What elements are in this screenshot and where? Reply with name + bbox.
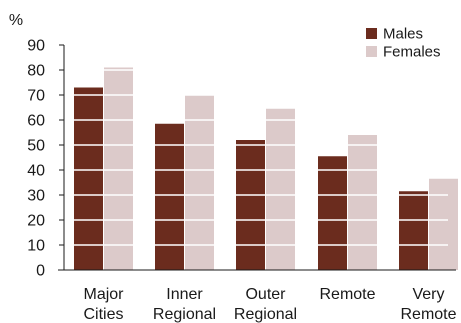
y-tick-label: 90 — [27, 38, 45, 55]
x-tick-label: Very — [412, 286, 444, 303]
bar-males-4 — [399, 191, 428, 270]
y-tick-label: 70 — [27, 88, 45, 105]
legend-swatch-males — [366, 28, 377, 39]
bar-females-3 — [348, 135, 377, 270]
x-tick-label: Remote — [400, 306, 456, 323]
y-axis-label: % — [9, 12, 23, 29]
x-tick-label: Regional — [234, 306, 297, 323]
bar-females-1 — [185, 95, 214, 270]
labels-layer: 0 10 20 30 40 50 60 70 80 90% Major Cities Inner Regi… — [9, 12, 457, 323]
legend-label-males: Males — [383, 26, 423, 43]
y-tick-label: 0 — [36, 263, 45, 280]
bar-males-0 — [74, 87, 103, 270]
x-tick-label: Remote — [319, 286, 375, 303]
y-tick-label: 40 — [27, 163, 45, 180]
bar-females-0 — [104, 67, 133, 270]
bar-males-2 — [236, 140, 265, 270]
bar-females-4 — [429, 178, 458, 270]
bar-females-2 — [266, 108, 295, 270]
y-tick-label: 80 — [27, 63, 45, 80]
y-tick-label: 20 — [27, 213, 45, 230]
y-tick-label: 60 — [27, 113, 45, 130]
x-tick-label: Regional — [153, 306, 216, 323]
x-tick-label: Inner — [166, 286, 203, 303]
grid-layer — [64, 44, 448, 246]
y-tick-label: 10 — [27, 238, 45, 255]
x-tick-label: Cities — [83, 306, 123, 323]
axes-layer — [58, 44, 456, 271]
y-tick-label: 50 — [27, 138, 45, 155]
legend-swatch-females — [366, 46, 377, 57]
x-tick-label: Major — [83, 286, 124, 303]
y-tick-label: 30 — [27, 188, 45, 205]
x-tick-label: Outer — [245, 286, 286, 303]
legend-label-females: Females — [383, 44, 441, 61]
bars-layer — [74, 67, 458, 270]
bar-males-3 — [318, 156, 347, 270]
